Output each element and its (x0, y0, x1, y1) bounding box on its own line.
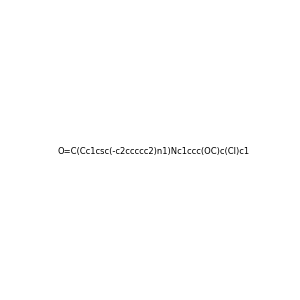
Text: O=C(Cc1csc(-c2ccccc2)n1)Nc1ccc(OC)c(Cl)c1: O=C(Cc1csc(-c2ccccc2)n1)Nc1ccc(OC)c(Cl)c… (58, 147, 250, 156)
